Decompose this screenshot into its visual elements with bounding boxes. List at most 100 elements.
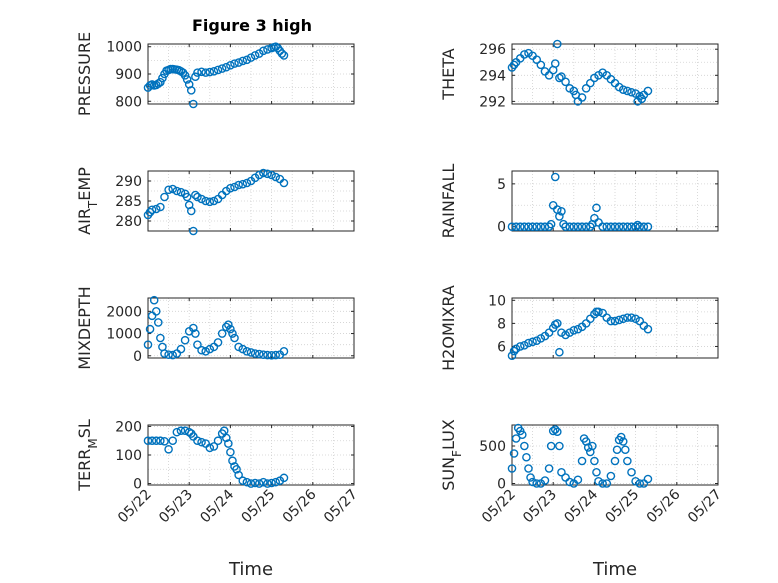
data-point (182, 192, 192, 202)
data-point (197, 194, 206, 204)
data-point (153, 318, 163, 327)
data-point (618, 85, 628, 94)
data-point (643, 474, 653, 484)
data-point (610, 316, 620, 326)
data-point (616, 432, 626, 442)
data-point (602, 479, 612, 488)
data-point (197, 67, 206, 77)
data-point (168, 184, 178, 194)
data-point (160, 349, 169, 358)
data-point (643, 86, 653, 96)
data-point (176, 426, 186, 436)
data-point (623, 313, 632, 322)
axes-box (511, 297, 719, 359)
data-point (145, 324, 155, 334)
data-point (242, 347, 252, 356)
data-point (193, 192, 202, 202)
y-tick-label: 6 (497, 339, 506, 355)
data-point (631, 476, 640, 486)
data-point (189, 99, 198, 109)
data-point (201, 347, 210, 356)
data-point (182, 75, 192, 84)
data-point (550, 59, 560, 68)
data-point (263, 350, 272, 360)
data-point (627, 87, 636, 97)
data-point (232, 464, 241, 474)
data-point (557, 72, 566, 81)
data-point (246, 53, 256, 62)
data-point (509, 60, 519, 70)
data-point (598, 479, 607, 488)
y-axis-label: SUNFLUX (439, 419, 464, 491)
data-point (193, 436, 202, 446)
figure-title: Figure 3 high (192, 16, 312, 35)
data-point (230, 333, 239, 343)
data-point (263, 479, 272, 488)
data-point (259, 350, 268, 359)
y-tick-label: 100 (115, 448, 142, 464)
data-point (172, 186, 182, 196)
data-point (532, 336, 542, 345)
data-point (592, 467, 601, 477)
data-point (209, 196, 219, 206)
data-point (583, 443, 593, 452)
data-point (627, 467, 636, 477)
data-point (189, 323, 198, 333)
data-point (250, 349, 260, 358)
data-point (561, 77, 570, 87)
data-point (242, 55, 252, 65)
data-point (536, 60, 546, 70)
y-tick-label: 200 (115, 419, 142, 435)
data-point (254, 170, 264, 180)
x-axis-label: Time (592, 559, 637, 580)
data-point (191, 329, 200, 338)
data-point (643, 222, 653, 232)
x-axis-label: Time (228, 559, 273, 580)
data-point (160, 192, 169, 202)
data-point (238, 476, 248, 486)
data-series (507, 39, 653, 106)
subplot-rainfall: 0 5 RAINFALL (439, 164, 719, 238)
y-tick-label: 8 (497, 316, 506, 332)
data-point (151, 204, 161, 214)
data-point (250, 51, 260, 60)
data-point (515, 342, 525, 351)
data-point (228, 456, 237, 466)
data-point (546, 441, 556, 451)
data-point (544, 222, 554, 232)
data-point (553, 319, 562, 328)
y-tick-label: 280 (115, 214, 142, 230)
data-point (557, 206, 566, 216)
data-point (221, 322, 231, 332)
data-point (151, 436, 161, 446)
data-point (156, 333, 165, 343)
data-point (507, 222, 517, 232)
data-point (217, 64, 227, 73)
data-point (590, 309, 599, 319)
data-point (573, 222, 583, 232)
data-point (602, 222, 612, 232)
data-point (176, 187, 186, 197)
data-point (507, 351, 517, 360)
data-point (205, 197, 215, 207)
data-point (577, 456, 587, 466)
data-point (526, 473, 535, 482)
data-point (509, 346, 519, 356)
data-point (520, 222, 529, 232)
data-point (279, 347, 289, 356)
data-point (555, 441, 564, 451)
data-point (511, 434, 521, 443)
y-tick-label: 0 (133, 349, 142, 365)
data-point (522, 452, 531, 462)
data-point (573, 475, 583, 485)
y-tick-label: 1000 (106, 40, 142, 56)
data-point (267, 170, 276, 180)
axes-box (511, 43, 719, 105)
y-tick-label: 2000 (106, 304, 142, 320)
data-point (201, 68, 210, 77)
data-point (585, 222, 595, 232)
data-point (565, 477, 574, 487)
data-point (550, 425, 560, 434)
data-point (224, 320, 233, 329)
